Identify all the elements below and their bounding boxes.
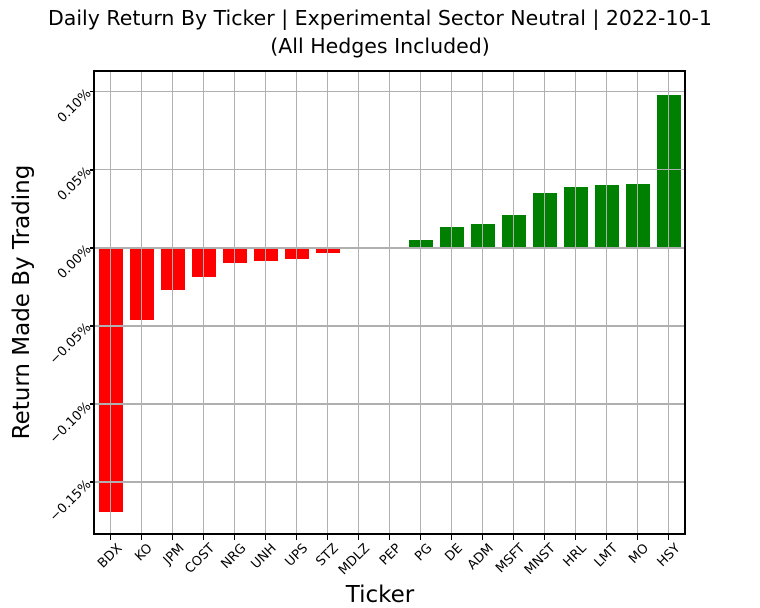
x-tick-label: MNST [522, 541, 560, 578]
x-tick-label: BDX [94, 541, 126, 572]
x-tick-label: PEP [376, 541, 405, 569]
x-tick-label: DE [442, 541, 467, 565]
v-gridline [543, 72, 546, 533]
v-gridline [574, 72, 577, 533]
x-tick-mark [357, 535, 360, 540]
x-tick-mark [419, 535, 422, 540]
y-tick-mark [89, 246, 95, 249]
y-tick-label: −0.05% [46, 320, 95, 369]
v-gridline [450, 72, 453, 533]
x-axis-label: Ticker [345, 582, 415, 608]
x-tick-mark [233, 535, 236, 540]
plot-area [93, 70, 686, 535]
x-tick-label: HRL [561, 541, 591, 571]
x-tick-mark [326, 535, 329, 540]
y-axis-label: Return Made By Trading [9, 164, 35, 440]
x-tick-label: MSFT [492, 541, 529, 577]
x-tick-mark [605, 535, 608, 540]
x-tick-mark [543, 535, 546, 540]
x-tick-label: UNH [248, 541, 281, 573]
v-gridline [233, 72, 236, 533]
v-gridline [264, 72, 267, 533]
y-tick-label: 0.00% [54, 242, 95, 283]
y-tick-label: −0.15% [46, 476, 95, 525]
y-tick-mark [89, 481, 95, 484]
y-tick-mark [89, 325, 95, 327]
x-tick-mark [450, 535, 453, 540]
y-tick-mark [89, 168, 95, 171]
x-tick-label: NRG [218, 541, 250, 573]
v-gridline [605, 72, 608, 533]
x-tick-mark [388, 535, 391, 540]
v-gridline [295, 72, 298, 533]
v-gridline [326, 72, 329, 533]
x-tick-mark [202, 535, 205, 540]
x-tick-label: LMT [591, 541, 622, 571]
chart-title: Daily Return By Ticker | Experimental Se… [48, 6, 712, 30]
x-tick-mark [512, 535, 515, 540]
v-gridline [512, 72, 515, 533]
x-tick-mark [295, 535, 298, 540]
v-gridline [171, 72, 174, 533]
grid-layer [95, 72, 684, 533]
x-tick-mark [140, 535, 143, 540]
y-tick-label: 0.05% [54, 164, 95, 205]
x-tick-label: UPS [282, 541, 312, 570]
v-gridline [388, 72, 391, 533]
x-tick-label: HSY [654, 541, 684, 570]
x-tick-mark [481, 535, 484, 540]
x-tick-mark [667, 535, 670, 540]
y-tick-label: −0.10% [46, 398, 95, 447]
x-tick-mark [636, 535, 639, 540]
x-tick-label: COST [182, 541, 219, 577]
axes-frame [93, 70, 686, 535]
x-tick-label: PG [411, 541, 436, 565]
x-tick-mark [574, 535, 577, 540]
v-gridline [636, 72, 639, 533]
x-tick-mark [264, 535, 267, 540]
y-tick-label: 0.10% [54, 86, 95, 127]
v-gridline [202, 72, 205, 533]
v-gridline [481, 72, 484, 533]
x-tick-label: ADM [465, 541, 498, 573]
x-tick-mark [109, 535, 112, 540]
v-gridline [140, 72, 143, 533]
v-gridline [419, 72, 422, 533]
x-tick-label: MO [626, 541, 653, 567]
x-tick-mark [171, 535, 174, 540]
v-gridline [109, 72, 112, 533]
v-gridline [357, 72, 360, 533]
x-tick-label: KO [132, 541, 157, 565]
y-tick-mark [89, 403, 95, 405]
x-tick-label: MDLZ [336, 541, 374, 579]
v-gridline [667, 72, 670, 533]
y-tick-mark [89, 90, 95, 93]
chart-subtitle: (All Hedges Included) [270, 34, 490, 58]
